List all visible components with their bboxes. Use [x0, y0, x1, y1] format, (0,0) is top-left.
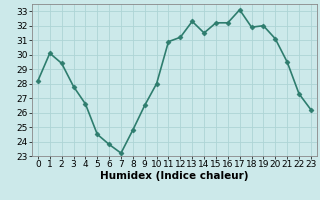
X-axis label: Humidex (Indice chaleur): Humidex (Indice chaleur) — [100, 171, 249, 181]
